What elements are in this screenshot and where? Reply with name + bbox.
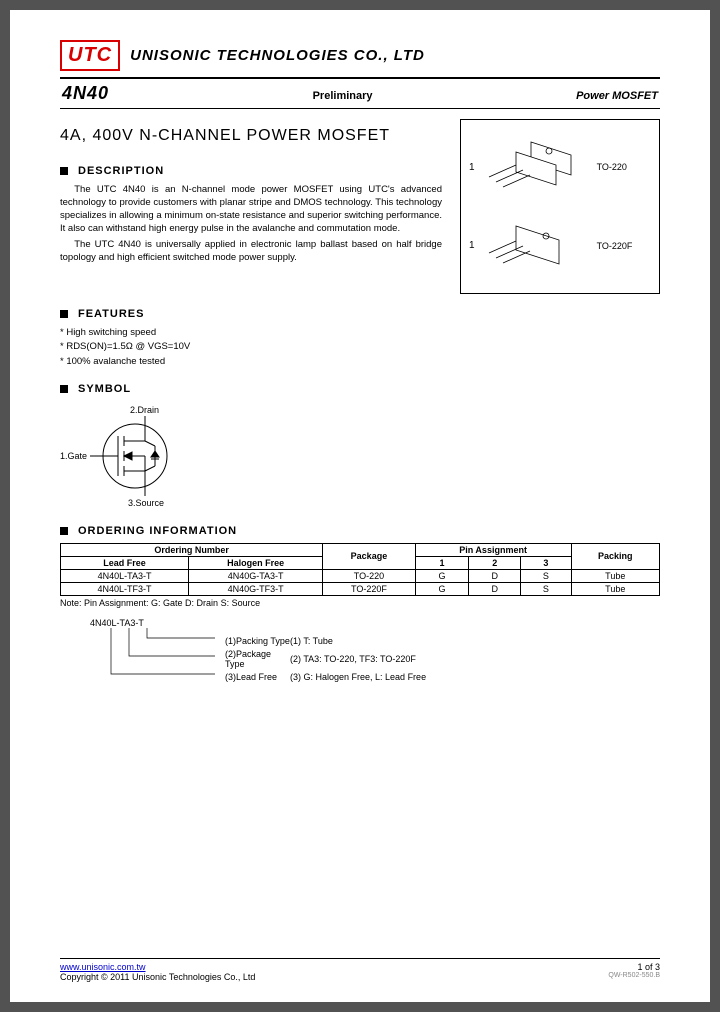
section-heading: SYMBOL	[78, 383, 131, 395]
rule-mid	[60, 108, 660, 109]
decode-l2b: (2) TA3: TO-220, TF3: TO-220F	[290, 654, 416, 664]
drain-label: 2.Drain	[130, 405, 159, 415]
decode-l3b: (3) G: Halogen Free, L: Lead Free	[290, 672, 426, 682]
decode-lines-icon	[85, 628, 225, 686]
th-p2: 2	[469, 556, 521, 569]
section-ordering: ORDERING INFORMATION	[60, 525, 660, 537]
desc-p2: The UTC 4N40 is universally applied in e…	[60, 238, 442, 265]
datasheet-page: UTC UNISONIC TECHNOLOGIES CO., LTD 4N40 …	[10, 10, 710, 1002]
section-heading: DESCRIPTION	[78, 165, 164, 177]
section-features: FEATURES	[60, 308, 660, 320]
page-number: 1 of 3	[637, 962, 660, 972]
category-label: Power MOSFET	[576, 90, 658, 102]
feature-item: * 100% avalanche tested	[60, 355, 660, 369]
title-bar: 4N40 Preliminary Power MOSFET	[60, 79, 660, 108]
pkg-label-2: TO-220F	[597, 241, 633, 251]
to220f-icon	[481, 216, 591, 276]
package-to220: 1 TO-220	[469, 137, 651, 197]
gate-label: 1.Gate	[60, 451, 87, 461]
source-label: 3.Source	[128, 498, 164, 508]
table-row: 4N40L-TF3-T 4N40G-TF3-T TO-220F G D S Tu…	[61, 582, 660, 595]
page-title: 4A, 400V N-CHANNEL POWER MOSFET	[60, 125, 442, 147]
th-p1: 1	[415, 556, 469, 569]
company-name: UNISONIC TECHNOLOGIES CO., LTD	[130, 47, 425, 64]
footer-url[interactable]: www.unisonic.com.tw	[60, 962, 146, 972]
pin1-label: 1	[469, 240, 475, 251]
mosfet-symbol: 2.Drain 1.Gate 3.Source	[60, 401, 210, 511]
th-packing: Packing	[571, 543, 659, 569]
pin1-label: 1	[469, 162, 475, 173]
bullet-icon	[60, 385, 68, 393]
status-label: Preliminary	[313, 90, 373, 102]
pkg-label-1: TO-220	[597, 162, 627, 172]
ordering-table: Ordering Number Package Pin Assignment P…	[60, 543, 660, 596]
doc-code: QW-R502-550.B	[608, 972, 660, 979]
th-p3: 3	[521, 556, 571, 569]
features-list: * High switching speed * RDS(ON)=1.5Ω @ …	[60, 326, 660, 369]
feature-item: * RDS(ON)=1.5Ω @ VGS=10V	[60, 340, 660, 354]
decode-l1b: (1) T: Tube	[290, 636, 333, 646]
section-symbol: SYMBOL	[60, 383, 660, 395]
page-footer: www.unisonic.com.tw Copyright © 2011 Uni…	[60, 958, 660, 982]
description-text: The UTC 4N40 is an N-channel mode power …	[60, 183, 442, 265]
feature-item: * High switching speed	[60, 326, 660, 340]
section-heading: FEATURES	[78, 308, 144, 320]
part-number: 4N40	[62, 83, 109, 104]
header-row: UTC UNISONIC TECHNOLOGIES CO., LTD	[60, 40, 660, 71]
bullet-icon	[60, 167, 68, 175]
table-row: 4N40L-TA3-T 4N40G-TA3-T TO-220 G D S Tub…	[61, 569, 660, 582]
ordering-note: Note: Pin Assignment: G: Gate D: Drain S…	[60, 598, 660, 608]
footer-copyright: Copyright © 2011 Unisonic Technologies C…	[60, 972, 255, 982]
desc-p1: The UTC 4N40 is an N-channel mode power …	[60, 183, 442, 236]
bullet-icon	[60, 527, 68, 535]
bullet-icon	[60, 310, 68, 318]
package-drawings-box: 1 TO-220 1	[460, 119, 660, 294]
section-heading: ORDERING INFORMATION	[78, 525, 237, 537]
decode-example: 4N40L-TA3-T	[90, 618, 660, 628]
th-leadfree: Lead Free	[61, 556, 189, 569]
th-pin: Pin Assignment	[415, 543, 571, 556]
th-halogen: Halogen Free	[189, 556, 323, 569]
package-to220f: 1 TO-220F	[469, 216, 651, 276]
section-description: DESCRIPTION	[60, 165, 442, 177]
ordering-decode: 4N40L-TA3-T (1)Packing Type (1) T: Tube …	[90, 618, 660, 686]
utc-logo: UTC	[60, 40, 120, 71]
th-package: Package	[323, 543, 416, 569]
to220-icon	[481, 137, 591, 197]
th-ordering: Ordering Number	[61, 543, 323, 556]
